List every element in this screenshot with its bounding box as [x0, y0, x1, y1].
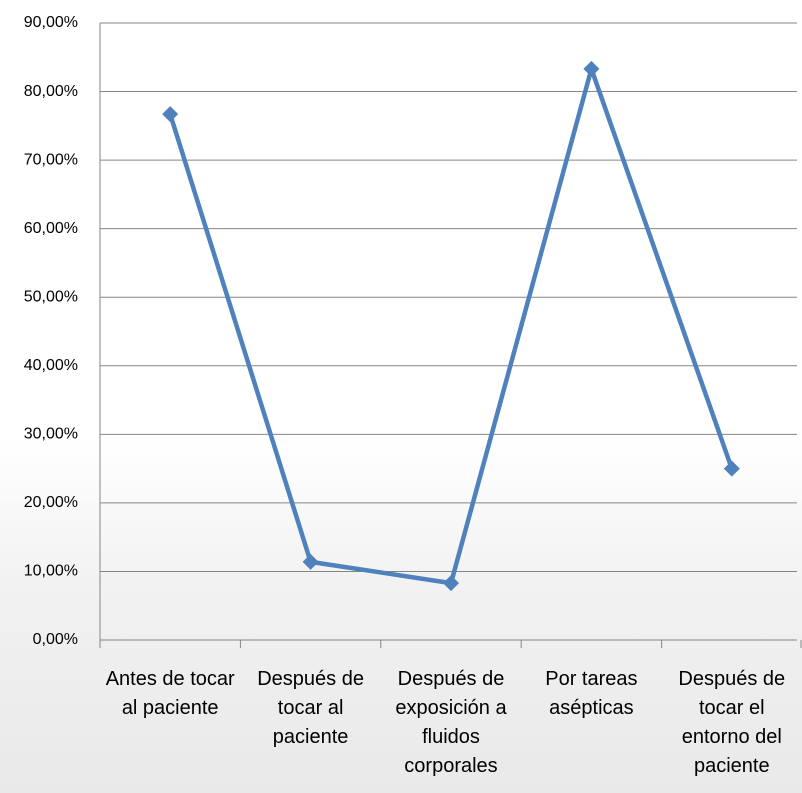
y-tick-label: 40,00%: [24, 357, 78, 374]
y-tick-label: 20,00%: [24, 494, 78, 511]
line: [168, 66, 734, 586]
y-tick-label: 10,00%: [24, 563, 78, 580]
x-tick-label: Después de exposición a fluidos corporal…: [395, 668, 507, 777]
x-tick-label: Después de tocar al paciente: [257, 668, 364, 748]
marker: [583, 60, 600, 77]
marker: [302, 553, 319, 570]
y-tick-label: 60,00%: [24, 220, 78, 237]
x-tick-label: Antes de tocar al paciente: [105, 668, 235, 719]
y-tick-label: 80,00%: [24, 83, 78, 100]
y-tick-label: 30,00%: [24, 426, 78, 443]
y-tick-label: 70,00%: [24, 151, 78, 168]
marker: [162, 106, 179, 123]
x-tick-label: Después de tocar el entorno del paciente: [678, 668, 786, 777]
x-tick-label: Por tareas asépticas: [545, 668, 638, 719]
y-tick-label: 50,00%: [24, 288, 78, 305]
y-tick-label: 0,00%: [33, 631, 78, 648]
y-tick-label: 90,00%: [24, 14, 78, 31]
marker: [443, 575, 459, 592]
marker: [723, 460, 740, 477]
